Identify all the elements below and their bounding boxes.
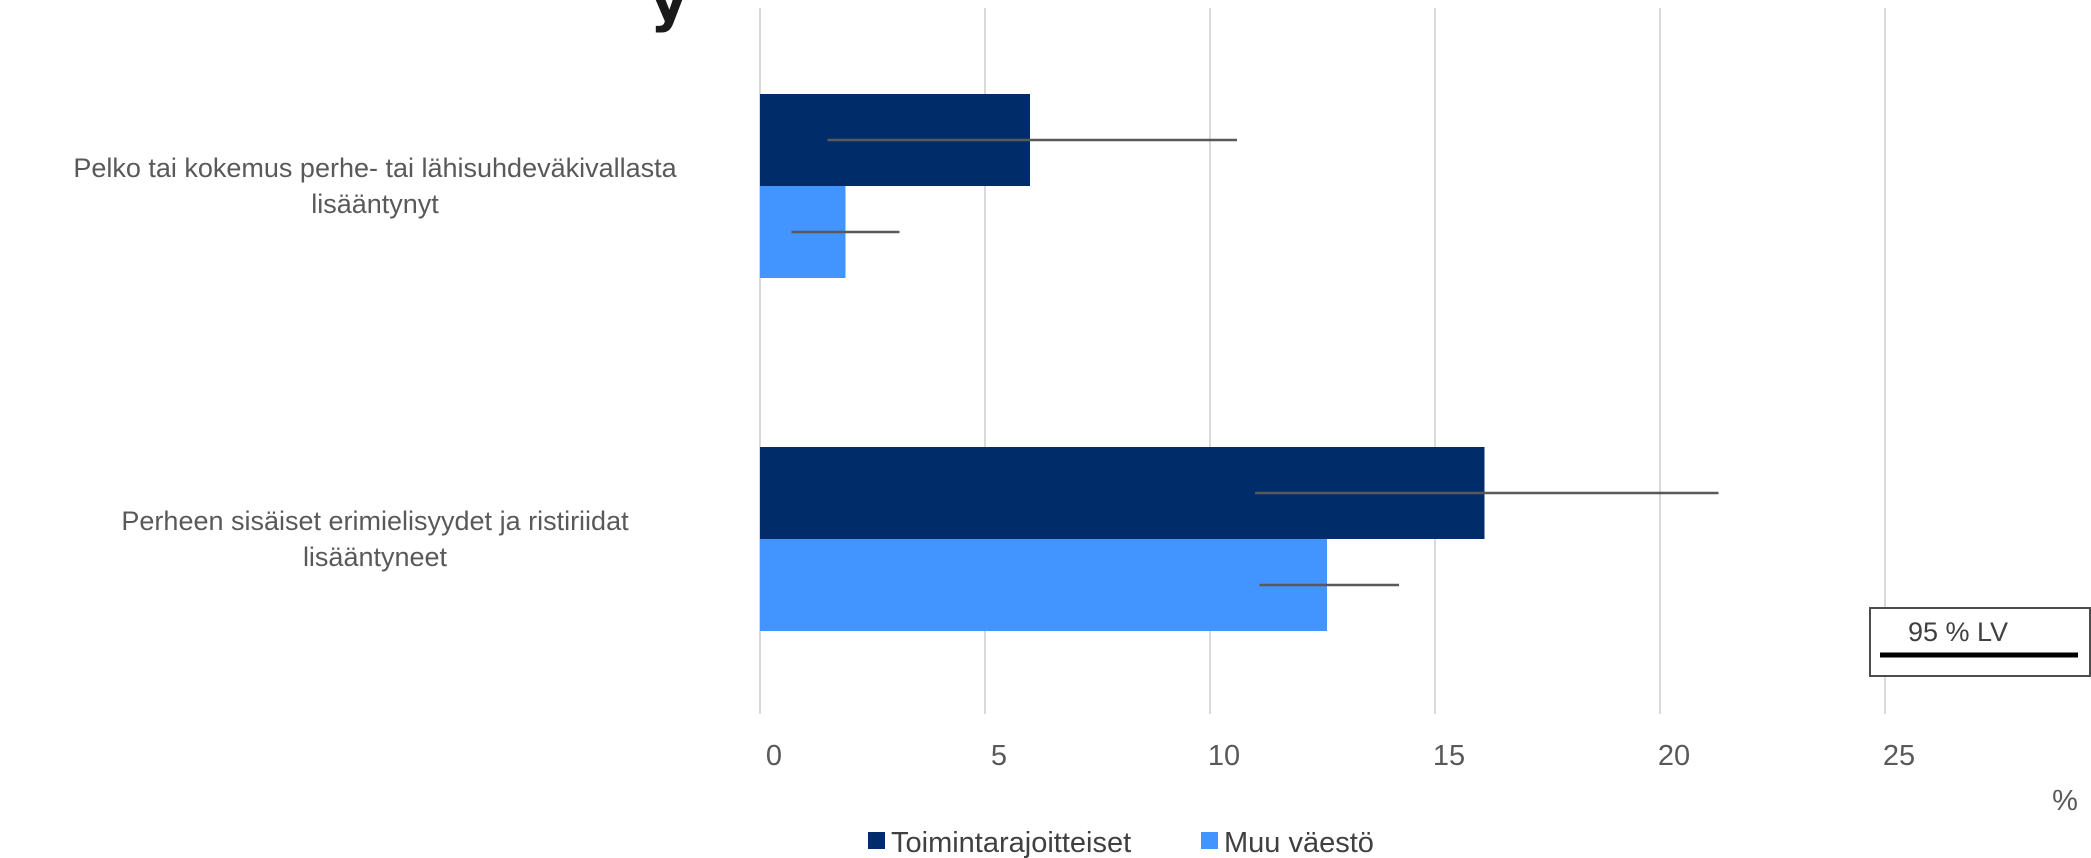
ci-legend-box (1869, 607, 2091, 677)
ci-legend-label: 95 % LV (1908, 617, 2008, 647)
legend-label-muu-vaesto: Muu väestö (1224, 827, 1374, 858)
x-tick-20: 20 (1658, 740, 1690, 772)
x-tick-5: 5 (991, 740, 1007, 772)
legend-label-toimintarajoitteiset: Toimintarajoitteiset (891, 827, 1131, 858)
category-label-1-line-2: lisääntynyt (311, 189, 439, 219)
cropped-heading-fragment: y (650, 0, 688, 34)
error-bars (791, 138, 1719, 587)
category-labels: Pelko tai kokemus perhe- tai lähisuhdevä… (73, 153, 677, 572)
bars (760, 94, 1485, 631)
x-tick-25: 25 (1883, 740, 1915, 772)
category-label-2-line-1: Perheen sisäiset erimielisyydet ja risti… (121, 506, 629, 536)
legend: Toimintarajoitteiset Muu väestö (868, 827, 1374, 858)
unit-label: % (2052, 785, 2078, 817)
x-tick-10: 10 (1208, 740, 1240, 772)
category-label-2-line-2: lisääntyneet (303, 542, 448, 572)
x-tick-15: 15 (1433, 740, 1465, 772)
legend-swatch-muu-vaesto (1201, 832, 1218, 849)
x-tick-0: 0 (766, 740, 782, 772)
ci-legend: 95 % LV (1869, 607, 2091, 677)
legend-swatch-toimintarajoitteiset (868, 832, 885, 849)
bar-muu-v-est-cat2 (760, 539, 1327, 631)
x-tick-labels: 0 5 10 15 20 25 (766, 740, 1915, 772)
category-label-1-line-1: Pelko tai kokemus perhe- tai lähisuhdevä… (73, 153, 677, 183)
